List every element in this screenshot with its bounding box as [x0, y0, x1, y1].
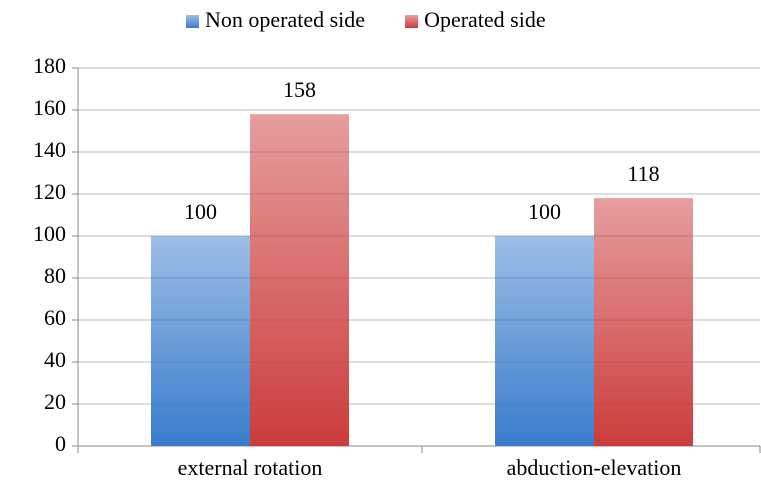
- legend-swatch: [186, 15, 199, 28]
- y-tick-label: 0: [55, 431, 66, 456]
- bar: [495, 236, 594, 446]
- x-tick-label: external rotation: [178, 455, 323, 480]
- x-tick-label: abduction-elevation: [507, 455, 682, 480]
- y-tick-label: 180: [33, 53, 66, 78]
- value-label: 158: [283, 77, 316, 102]
- value-label: 100: [184, 199, 217, 224]
- y-tick-label: 60: [44, 305, 66, 330]
- y-tick-label: 100: [33, 221, 66, 246]
- y-tick-label: 120: [33, 179, 66, 204]
- legend-label: Non operated side: [205, 7, 365, 32]
- y-tick-label: 140: [33, 137, 66, 162]
- bar: [250, 114, 349, 446]
- legend-label: Operated side: [424, 7, 546, 32]
- y-tick-label: 20: [44, 389, 66, 414]
- value-label: 118: [627, 161, 659, 186]
- y-tick-label: 80: [44, 263, 66, 288]
- bar: [594, 198, 693, 446]
- y-tick-label: 40: [44, 347, 66, 372]
- value-label: 100: [528, 199, 561, 224]
- bar: [151, 236, 250, 446]
- y-tick-label: 160: [33, 95, 66, 120]
- legend-swatch: [405, 15, 419, 28]
